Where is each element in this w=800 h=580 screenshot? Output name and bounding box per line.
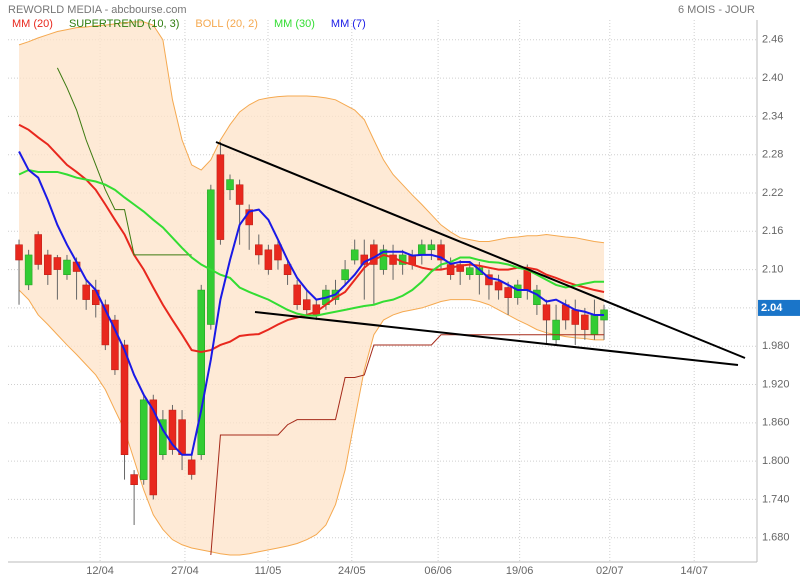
legend-entry: MM (20) [12,18,53,30]
y-tick-label: 1.860 [762,417,790,429]
candle-body [552,319,560,341]
x-tick-label: 06/06 [424,565,452,577]
candle-body [475,267,484,275]
candle-body [207,189,215,325]
candle-body [255,244,263,256]
trend-line [215,141,746,359]
legend: MM (20) SUPERTREND (10, 3) BOLL (20, 2) MM … [12,18,366,30]
last-price-label: 2.04 [761,302,783,314]
x-tick-label: 12/04 [86,565,114,577]
candle-body [216,154,225,240]
candle-body [82,284,90,300]
candle-body [226,179,234,191]
candle-body [446,264,455,275]
candle-body [494,281,503,291]
y-tick-label: 2.22 [762,187,783,199]
y-tick-label: 2.28 [762,149,783,161]
candle-body [235,184,244,205]
last-price-box [758,299,800,316]
candle-body [111,319,119,371]
candle-body [581,314,589,330]
y-tick-label: 1.980 [762,340,790,352]
x-tick-label: 19/06 [506,565,534,577]
x-tick-label: 02/07 [596,565,624,577]
series-line [56,67,192,256]
candle-body [542,304,551,321]
y-tick-label: 1.920 [762,378,790,390]
candle-body [437,244,445,261]
legend-entry: BOLL (20, 2) [195,18,258,30]
candle-body [379,249,388,270]
legend-entry: SUPERTREND (10, 3) [69,18,179,30]
candle-body [53,257,62,270]
candle-body [513,284,522,298]
candle-body [485,274,493,286]
candle-body [197,289,205,455]
series-line [18,21,605,244]
legend-entry: MM (7) [331,18,366,30]
candle-body [149,399,158,496]
candle-body [274,244,282,261]
candle-body [178,419,186,455]
y-tick-label: 2.10 [762,264,783,276]
plot-area [8,20,757,562]
x-tick-label: 11/05 [255,565,282,577]
candle-body [341,269,349,281]
candle-body [168,409,177,450]
y-tick-label: 2.34 [762,110,783,122]
legend-entry: MM (30) [274,18,315,30]
candle-body [159,419,167,455]
trend-line [254,311,739,366]
candle-body [456,264,464,272]
candle-body [44,254,52,275]
candle-body [302,299,311,311]
y-tick-label: 1.680 [762,532,790,544]
candle-body [24,254,33,286]
series-line [18,123,605,353]
y-tick-label: 2.40 [762,72,783,84]
candle-body [293,284,301,305]
y-tick-label: 2.16 [762,225,783,237]
series-line [210,334,605,556]
series-line [18,289,605,556]
candle-body [15,244,23,261]
axes: 2.46 2.40 2.34 2.28 2.22 2.16 2.10 2.04 1.980 1.9… [86,34,800,577]
candle-body [504,287,512,298]
candle-body [34,234,42,265]
candle-body [139,399,148,480]
x-tick-label: 14/07 [680,565,708,577]
candle-body [350,249,359,261]
candle-body [187,459,196,475]
candle-body [130,474,138,486]
candle-body [264,249,273,270]
chart-period: 6 MOIS - JOUR [678,4,755,16]
chart-title: REWORLD MEDIA - abcbourse.com [8,4,187,16]
candle-body [523,269,532,291]
candle-body [427,244,436,251]
y-tick-label: 1.740 [762,493,790,505]
candle-body [101,304,110,346]
candle-body [283,264,292,275]
candle-body [418,244,426,256]
x-tick-label: 24/05 [338,565,366,577]
trend-lines [215,141,746,366]
series-line [18,168,605,317]
y-tick-label: 1.800 [762,455,790,467]
candle-body [590,314,599,335]
candle-body [120,344,129,455]
candle-body [63,259,71,275]
x-tick-label: 27/04 [171,565,199,577]
candle-body [466,267,474,275]
y-tick-label: 2.46 [762,34,783,46]
candle-body [571,309,580,325]
series-line [18,151,605,456]
